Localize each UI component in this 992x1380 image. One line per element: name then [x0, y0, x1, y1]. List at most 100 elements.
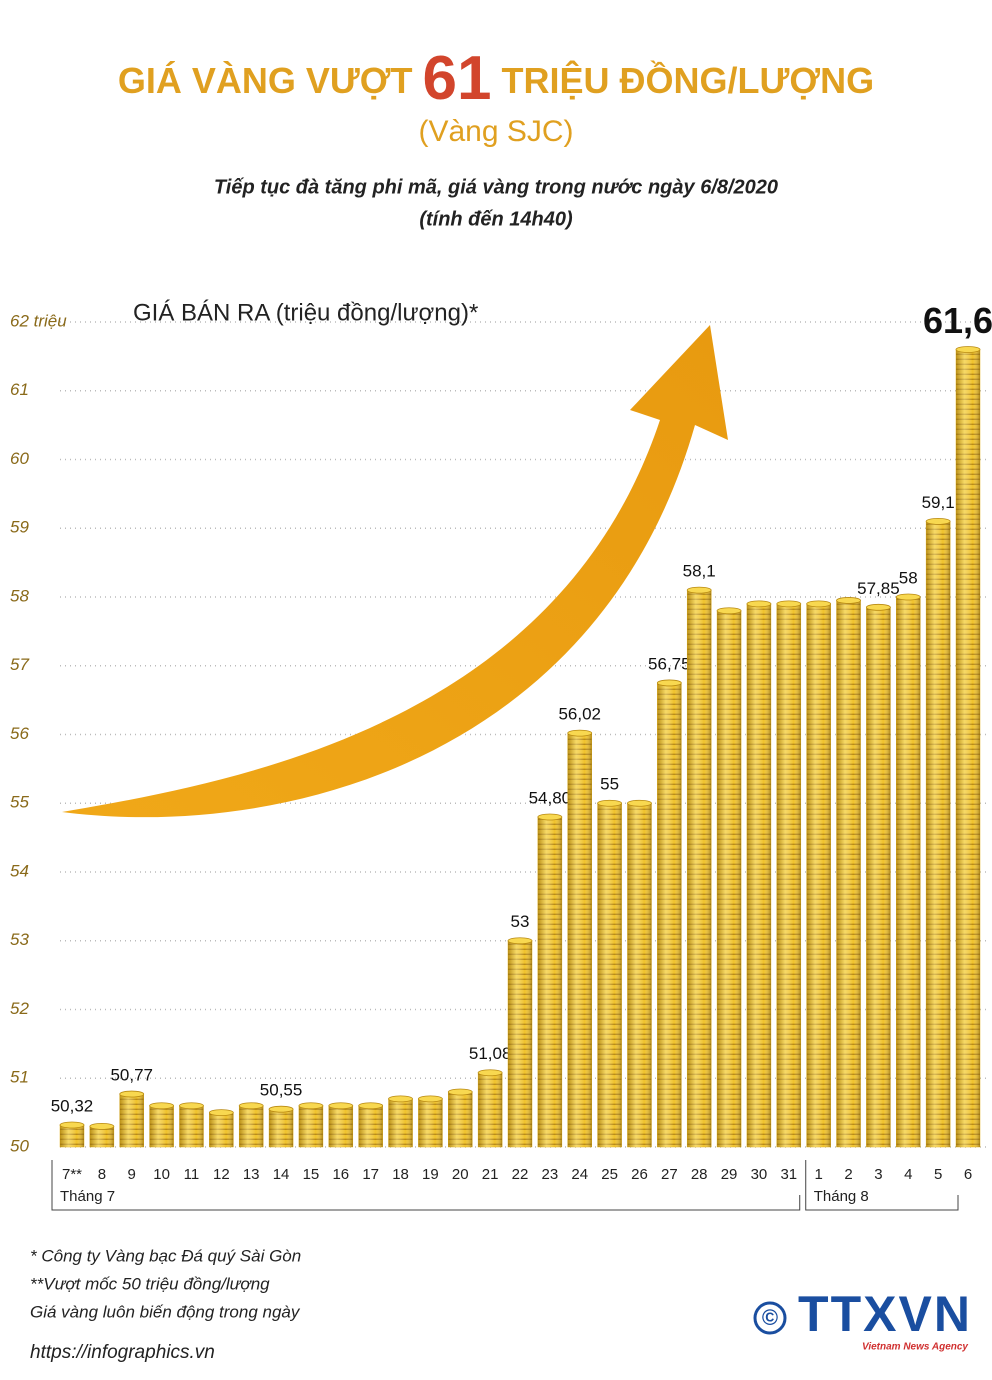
bar-top — [59, 1121, 85, 1129]
x-tick-label: 24 — [571, 1166, 588, 1183]
bar-shade — [508, 940, 532, 1147]
y-tick-label: 51 — [10, 1068, 29, 1087]
bar-shade — [60, 1125, 84, 1147]
bar-top — [686, 586, 712, 594]
bar-shade — [657, 682, 682, 1147]
y-tick-label: 58 — [10, 586, 29, 605]
bar-shade — [388, 1098, 413, 1147]
value-label: 55 — [600, 775, 619, 794]
bar-shade — [239, 1105, 264, 1147]
y-tick-label: 50 — [10, 1136, 29, 1155]
x-tick-label: 6 — [964, 1166, 972, 1183]
bar-shade — [806, 603, 831, 1147]
group-label: Tháng 7 — [60, 1188, 115, 1205]
bar-top — [656, 679, 682, 687]
bar-shade — [537, 817, 562, 1147]
bar-shade — [717, 610, 742, 1147]
x-tick-label: 23 — [542, 1166, 559, 1183]
title: GIÁ VÀNG VƯỢT 61 TRIỆU ĐỒNG/LƯỢNG — [118, 44, 874, 113]
bar-top — [447, 1088, 473, 1096]
group-bracket — [805, 1160, 959, 1211]
y-tick-label: 52 — [10, 999, 29, 1018]
bar-top — [925, 517, 951, 525]
bar-shade — [896, 597, 921, 1147]
x-tick-label: 29 — [721, 1166, 738, 1183]
bar-top — [627, 799, 652, 807]
x-tick-label: 27 — [661, 1166, 678, 1183]
x-tick-label: 1 — [814, 1166, 822, 1183]
logo-ring — [753, 1301, 787, 1335]
bar-shade — [298, 1105, 323, 1147]
x-tick-label: 12 — [213, 1166, 230, 1183]
y-tick-label: 59 — [10, 518, 29, 537]
value-label: 57,85 — [857, 579, 900, 598]
bar-top — [866, 603, 891, 611]
group-bracket — [51, 1160, 801, 1211]
x-tick-label: 9 — [128, 1166, 136, 1183]
subtitle: (tính đến 14h40) — [419, 208, 573, 230]
x-tick-label: 10 — [153, 1166, 170, 1183]
bar-shade — [418, 1098, 443, 1147]
bar-top — [507, 937, 533, 945]
bar-shade — [149, 1105, 174, 1147]
x-tick-label: 28 — [691, 1166, 708, 1183]
bar-top — [567, 729, 593, 737]
y-tick-label: 53 — [10, 930, 29, 949]
y-tick-label: 61 — [10, 380, 29, 399]
bar-top — [388, 1095, 413, 1103]
value-label: 50,55 — [260, 1081, 303, 1100]
bar-shade — [866, 607, 891, 1147]
bar-top — [477, 1069, 503, 1077]
x-tick-label: 22 — [512, 1166, 529, 1183]
bar-shade — [567, 733, 592, 1147]
y-tick-label: 60 — [10, 449, 29, 468]
bar-top — [776, 600, 802, 608]
bar-shade — [478, 1072, 503, 1147]
x-tick-label: 25 — [601, 1166, 618, 1183]
value-label: 56,75 — [648, 654, 691, 673]
logo-tagline: Vietnam News Agency — [862, 1342, 968, 1353]
subtitle: Tiếp tục đà tăng phi mã, giá vàng trong … — [214, 176, 778, 198]
x-tick-label: 18 — [392, 1166, 409, 1183]
axis-label: GIÁ BÁN RA (triệu đồng/lượng)* — [133, 299, 478, 326]
y-tick-label: 56 — [10, 724, 29, 743]
value-label: 56,02 — [558, 705, 601, 724]
bar-shade — [179, 1105, 204, 1147]
title-note: (Vàng SJC) — [418, 115, 573, 148]
bar-top — [298, 1102, 324, 1110]
x-tick-label: 14 — [273, 1166, 290, 1183]
bar-top — [716, 607, 742, 615]
value-label: 54,80 — [529, 788, 572, 807]
bar-top — [149, 1102, 175, 1110]
title-after: TRIỆU ĐỒNG/LƯỢNG — [502, 59, 875, 101]
bar-shade — [358, 1105, 383, 1147]
x-tick-label: 20 — [452, 1166, 469, 1183]
bar-top — [268, 1105, 294, 1113]
bar-top — [836, 597, 861, 604]
x-tick-label: 13 — [243, 1166, 260, 1183]
source-url: https://infographics.vn — [30, 1342, 215, 1363]
bar-top — [597, 799, 622, 807]
logo-symbol: © — [762, 1305, 778, 1330]
logo-name: TTXVN — [798, 1286, 970, 1342]
y-tick-label: 57 — [10, 655, 29, 674]
x-tick-label: 7** — [62, 1166, 82, 1183]
bar-top — [179, 1102, 204, 1110]
value-label: 50,77 — [110, 1066, 153, 1085]
x-tick-label: 31 — [780, 1166, 797, 1183]
bar-shade — [956, 349, 980, 1147]
value-label: 61,6 — [923, 300, 992, 341]
bar-top — [89, 1122, 115, 1130]
bar-top — [537, 813, 563, 821]
x-tick-label: 8 — [98, 1166, 106, 1183]
title-number: 61 — [423, 44, 492, 113]
bar-shade — [269, 1109, 294, 1147]
x-tick-label: 30 — [751, 1166, 768, 1183]
bar-top — [895, 593, 921, 601]
bar-top — [328, 1102, 354, 1110]
value-label: 50,32 — [51, 1096, 94, 1115]
bar-shade — [209, 1112, 234, 1147]
x-tick-label: 5 — [934, 1166, 942, 1183]
